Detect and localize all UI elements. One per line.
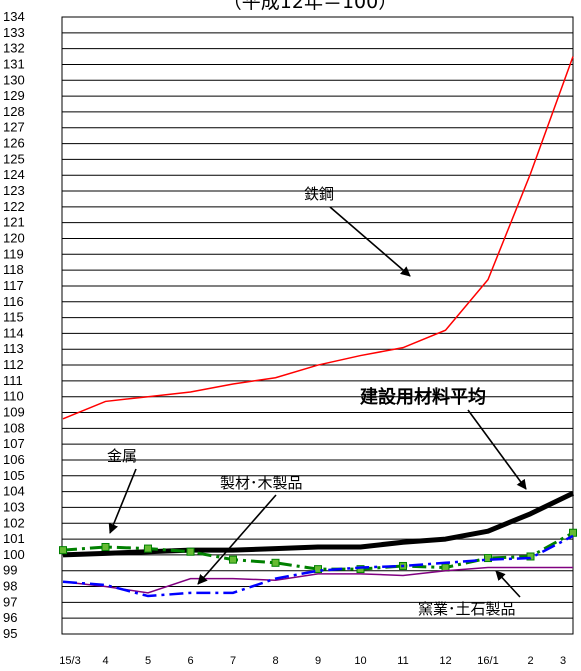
x-tick-label: 3 bbox=[560, 655, 566, 667]
y-tick-label: 133 bbox=[3, 25, 25, 40]
y-tick-label: 121 bbox=[3, 215, 25, 230]
series-line bbox=[62, 534, 574, 598]
y-tick-label: 108 bbox=[3, 420, 25, 435]
y-tick-label: 128 bbox=[3, 104, 25, 119]
annotations: 鉄鋼 建設用材料平均 金属 製材･木製品 窯業･土石製品 bbox=[107, 185, 527, 618]
y-tick-label: 100 bbox=[3, 547, 25, 562]
x-tick-label: 8 bbox=[272, 655, 278, 667]
y-tick-label: 125 bbox=[3, 151, 25, 166]
y-tick-label: 117 bbox=[3, 278, 24, 293]
x-tick-label: 9 bbox=[315, 655, 321, 667]
y-tick-label: 115 bbox=[3, 310, 24, 325]
series-point bbox=[526, 552, 535, 561]
y-tick-label: 118 bbox=[3, 262, 24, 277]
y-tick-label: 122 bbox=[3, 199, 25, 214]
y-tick-label: 113 bbox=[3, 341, 24, 356]
y-tick-label: 116 bbox=[3, 294, 24, 309]
y-tick-label: 98 bbox=[3, 579, 17, 594]
series-point bbox=[144, 544, 152, 553]
arrow-tekko bbox=[329, 206, 411, 277]
series-line bbox=[62, 566, 573, 594]
y-tick-label: 95 bbox=[3, 626, 17, 641]
y-tick-label: 119 bbox=[3, 246, 24, 261]
x-tick-label: 6 bbox=[187, 655, 193, 667]
arrow-heikin bbox=[467, 409, 527, 490]
y-tick-label: 132 bbox=[3, 41, 25, 56]
x-axis-ticks: 15/3 4 5 6 7 8 9 10 11 12 16/1 2 3 bbox=[59, 655, 566, 667]
series-point bbox=[569, 528, 577, 537]
x-tick-label: 2 bbox=[527, 655, 533, 667]
y-tick-label: 101 bbox=[3, 531, 25, 546]
x-tick-label: 11 bbox=[397, 655, 408, 667]
y-tick-label: 126 bbox=[3, 136, 25, 151]
y-tick-label: 131 bbox=[3, 56, 25, 71]
y-tick-label: 123 bbox=[3, 183, 25, 198]
arrow-kinzoku bbox=[108, 468, 137, 534]
y-tick-label: 105 bbox=[3, 468, 25, 483]
y-tick-label: 102 bbox=[3, 515, 25, 530]
annotation-yogyo: 窯業･土石製品 bbox=[418, 600, 516, 618]
chart-title: （平成12年＝100） bbox=[223, 0, 397, 13]
x-tick-label: 12 bbox=[439, 655, 451, 667]
arrow-seizai bbox=[197, 494, 277, 585]
annotation-seizai: 製材･木製品 bbox=[220, 474, 303, 492]
y-tick-label: 129 bbox=[3, 88, 25, 103]
y-tick-label: 124 bbox=[3, 167, 25, 182]
x-tick-label: 5 bbox=[145, 655, 151, 667]
series-point bbox=[271, 558, 280, 567]
y-tick-label: 96 bbox=[3, 610, 17, 625]
series-point bbox=[186, 547, 195, 556]
arrow-yogyo bbox=[495, 570, 521, 598]
gridlines bbox=[62, 32, 573, 619]
x-tick-label: 15/3 bbox=[59, 655, 80, 667]
y-tick-label: 97 bbox=[3, 594, 17, 609]
y-tick-label: 127 bbox=[3, 120, 25, 135]
series-point bbox=[314, 565, 322, 574]
plot-area bbox=[61, 16, 574, 635]
y-tick-label: 112 bbox=[3, 357, 24, 372]
annotation-kinzoku: 金属 bbox=[107, 447, 137, 465]
x-tick-label: 16/1 bbox=[477, 655, 498, 667]
x-tick-label: 4 bbox=[102, 655, 108, 667]
x-tick-label: 10 bbox=[354, 655, 366, 667]
y-tick-label: 109 bbox=[3, 405, 25, 420]
annotation-tekko: 鉄鋼 bbox=[304, 185, 334, 203]
y-axis-ticks: 9596979899100101102103104105106107108109… bbox=[3, 9, 25, 641]
y-tick-label: 99 bbox=[3, 563, 17, 578]
series-point bbox=[229, 555, 237, 564]
series-point bbox=[356, 565, 365, 574]
x-tick-label: 7 bbox=[230, 655, 236, 667]
y-tick-label: 114 bbox=[3, 325, 24, 340]
y-tick-label: 107 bbox=[3, 436, 25, 451]
series-point bbox=[484, 554, 492, 563]
y-tick-label: 110 bbox=[3, 389, 24, 404]
y-tick-label: 106 bbox=[3, 452, 25, 467]
y-tick-label: 111 bbox=[3, 373, 23, 388]
annotation-heikin: 建設用材料平均 bbox=[360, 386, 486, 408]
y-tick-label: 134 bbox=[3, 9, 25, 24]
series-point bbox=[59, 546, 67, 555]
y-tick-label: 120 bbox=[3, 230, 25, 245]
series-line bbox=[62, 56, 574, 420]
y-tick-label: 130 bbox=[3, 72, 25, 87]
series-lines bbox=[59, 56, 577, 598]
y-tick-label: 103 bbox=[3, 499, 25, 514]
series-point bbox=[101, 542, 110, 551]
y-tick-label: 104 bbox=[3, 484, 25, 499]
